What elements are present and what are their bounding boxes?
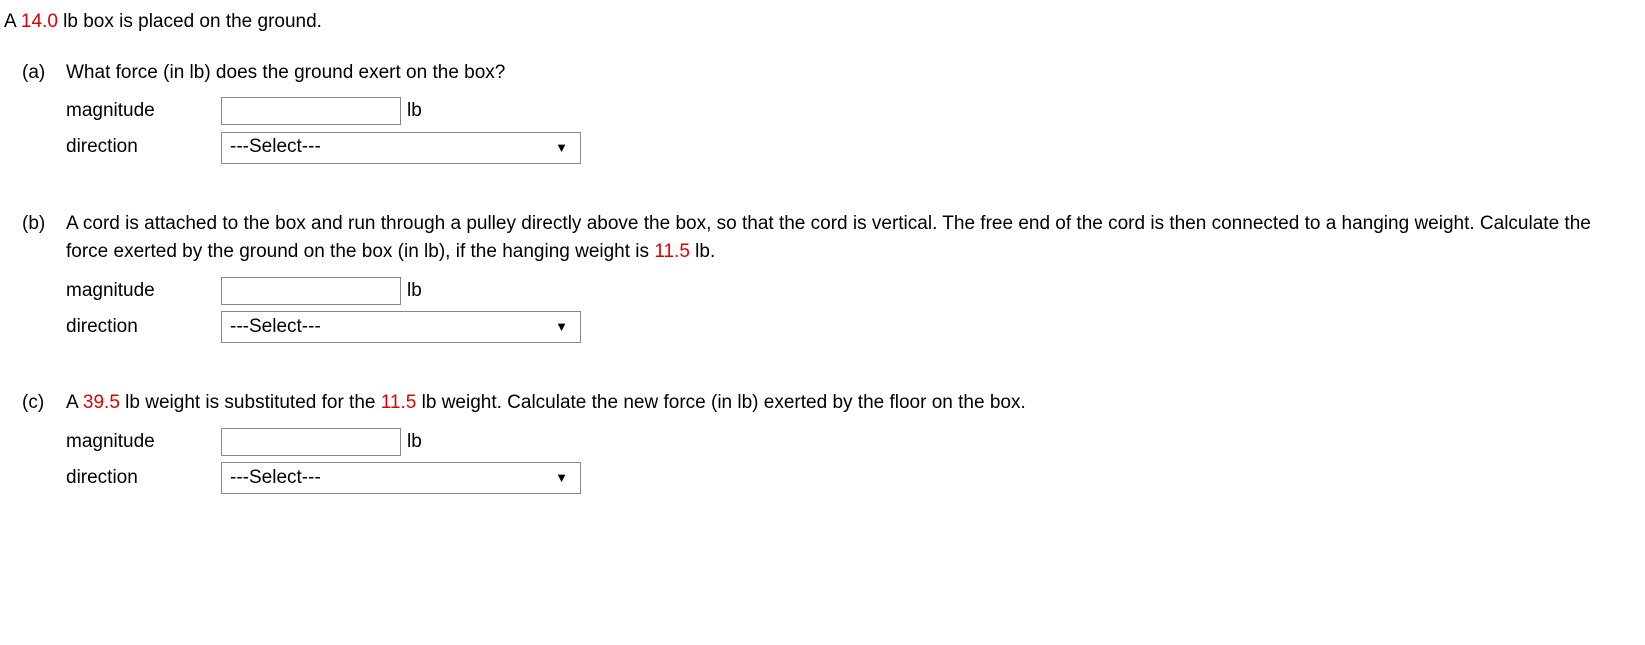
part-c-label: (c) bbox=[22, 389, 66, 500]
problem-intro: A 14.0 lb box is placed on the ground. bbox=[4, 8, 1637, 37]
part-a-direction-select[interactable]: ---Select--- ▼ bbox=[221, 132, 581, 164]
part-b-question: A cord is attached to the box and run th… bbox=[66, 210, 1637, 267]
magnitude-label: magnitude bbox=[66, 428, 221, 457]
parts-container: (a) What force (in lb) does the ground e… bbox=[4, 59, 1637, 501]
unit-label: lb bbox=[407, 277, 422, 306]
part-b-direction-select[interactable]: ---Select--- ▼ bbox=[221, 311, 581, 343]
intro-suffix: lb box is placed on the ground. bbox=[58, 11, 322, 32]
part-b-body: A cord is attached to the box and run th… bbox=[66, 210, 1637, 350]
part-c-direction-row: direction ---Select--- ▼ bbox=[66, 462, 1637, 494]
select-placeholder: ---Select--- bbox=[230, 133, 555, 162]
highlighted-value: 11.5 bbox=[381, 392, 417, 413]
part-c-question: A 39.5 lb weight is substituted for the … bbox=[66, 389, 1637, 418]
part-a: (a) What force (in lb) does the ground e… bbox=[22, 59, 1637, 170]
highlighted-value: 39.5 bbox=[83, 392, 120, 413]
part-c-body: A 39.5 lb weight is substituted for the … bbox=[66, 389, 1637, 500]
direction-label: direction bbox=[66, 313, 221, 342]
part-b-direction-row: direction ---Select--- ▼ bbox=[66, 311, 1637, 343]
part-a-magnitude-row: magnitude lb bbox=[66, 97, 1637, 126]
part-a-magnitude-input[interactable] bbox=[221, 97, 401, 125]
text-segment: What force (in lb) does the ground exert… bbox=[66, 62, 505, 83]
chevron-down-icon: ▼ bbox=[555, 468, 572, 488]
part-b-magnitude-input[interactable] bbox=[221, 277, 401, 305]
part-a-label: (a) bbox=[22, 59, 66, 170]
part-a-question: What force (in lb) does the ground exert… bbox=[66, 59, 1637, 88]
part-b-label: (b) bbox=[22, 210, 66, 350]
part-c: (c) A 39.5 lb weight is substituted for … bbox=[22, 389, 1637, 500]
text-segment: A bbox=[66, 392, 83, 413]
intro-weight: 14.0 bbox=[21, 11, 58, 32]
unit-label: lb bbox=[407, 428, 422, 457]
part-c-magnitude-row: magnitude lb bbox=[66, 428, 1637, 457]
text-segment: A cord is attached to the box and run th… bbox=[66, 213, 1591, 263]
magnitude-label: magnitude bbox=[66, 97, 221, 126]
part-c-direction-select[interactable]: ---Select--- ▼ bbox=[221, 462, 581, 494]
part-c-magnitude-input[interactable] bbox=[221, 428, 401, 456]
magnitude-label: magnitude bbox=[66, 277, 221, 306]
unit-label: lb bbox=[407, 97, 422, 126]
select-placeholder: ---Select--- bbox=[230, 313, 555, 342]
text-segment: lb. bbox=[690, 241, 715, 262]
highlighted-value: 11.5 bbox=[654, 241, 690, 262]
part-b-magnitude-row: magnitude lb bbox=[66, 277, 1637, 306]
part-a-direction-row: direction ---Select--- ▼ bbox=[66, 132, 1637, 164]
text-segment: lb weight is substituted for the bbox=[120, 392, 381, 413]
chevron-down-icon: ▼ bbox=[555, 138, 572, 158]
chevron-down-icon: ▼ bbox=[555, 317, 572, 337]
direction-label: direction bbox=[66, 133, 221, 162]
part-a-body: What force (in lb) does the ground exert… bbox=[66, 59, 1637, 170]
intro-prefix: A bbox=[4, 11, 21, 32]
text-segment: lb weight. Calculate the new force (in l… bbox=[416, 392, 1025, 413]
select-placeholder: ---Select--- bbox=[230, 464, 555, 493]
direction-label: direction bbox=[66, 464, 221, 493]
part-b: (b) A cord is attached to the box and ru… bbox=[22, 210, 1637, 350]
